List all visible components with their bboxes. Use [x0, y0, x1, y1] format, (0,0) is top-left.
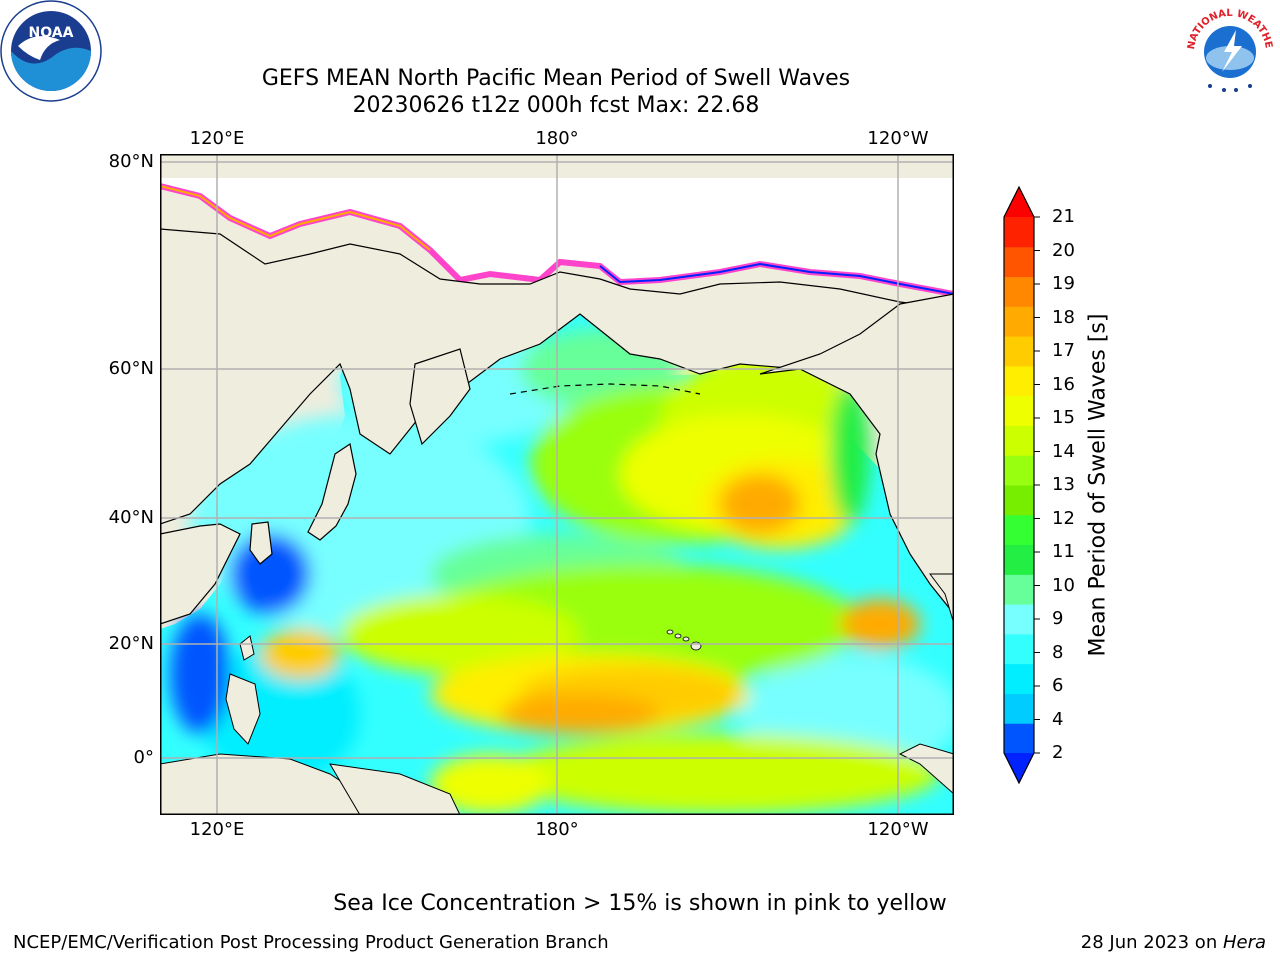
colorbar-label: Mean Period of Swell Waves [s] — [1085, 313, 1111, 657]
footer-credit: NCEP/EMC/Verification Post Processing Pr… — [13, 932, 609, 953]
colorbar-tick-label: 18 — [1052, 306, 1075, 328]
colorbar-segment — [1004, 723, 1034, 754]
colorbar-tick-label: 17 — [1052, 340, 1075, 361]
colorbar-segment — [1004, 306, 1034, 337]
lon-tick-bottom-120w: 120°W — [867, 819, 929, 840]
aleutian-islands — [509, 383, 701, 395]
colorbar-tick-label: 4 — [1052, 708, 1064, 730]
colorbar-tick-label: 14 — [1052, 440, 1075, 462]
colorbar-tick-label: 16 — [1052, 373, 1075, 395]
lon-tick-bottom-180: 180° — [535, 819, 579, 840]
map-frame — [160, 154, 954, 815]
lon-tick-bottom-120e: 120°E — [189, 819, 245, 840]
colorbar-tick-label: 6 — [1052, 675, 1064, 696]
colorbar-tick-label: 21 — [1052, 206, 1075, 227]
lat-tick-0: 0° — [133, 747, 154, 768]
footer-date: 28 Jun 2023 on Hera — [1081, 932, 1266, 953]
colorbar-tick-label: 15 — [1052, 407, 1075, 428]
colorbar-segment — [1004, 455, 1034, 486]
map-title: GEFS MEAN North Pacific Mean Period of S… — [261, 66, 851, 91]
colorbar-segment — [1004, 217, 1034, 248]
graticule — [160, 154, 954, 815]
lat-tick-40n: 40°N — [108, 507, 154, 528]
colorbar-tick-label: 9 — [1052, 608, 1064, 629]
colorbar-segment — [1004, 544, 1034, 575]
colorbar-tick-label: 11 — [1052, 541, 1075, 562]
noaa-logo-text: NOAA — [29, 25, 74, 41]
sea-ice-note: Sea Ice Concentration > 15% is shown in … — [333, 891, 947, 916]
colorbar-segment — [1004, 633, 1034, 665]
colorbar-segment — [1004, 663, 1034, 694]
colorbar-segment — [1004, 246, 1034, 278]
footer-host: Hera — [1222, 932, 1266, 953]
colorbar-segment — [1004, 574, 1034, 605]
colorbar-segment — [1004, 514, 1034, 546]
nws-logo: NATIONAL WEATHER SERVICE — [1180, 0, 1278, 98]
noaa-logo: NOAA — [0, 0, 102, 102]
map-subtitle: 20230626 t12z 000h fcst Max: 22.68 — [352, 93, 760, 118]
colorbar-tick-label: 20 — [1052, 239, 1075, 261]
colorbar-tick-label: 2 — [1052, 742, 1064, 763]
colorbar — [1003, 185, 1040, 785]
colorbar-over-arrow — [1004, 187, 1034, 217]
colorbar-tick-label: 19 — [1052, 273, 1075, 294]
lon-tick-top-180: 180° — [535, 128, 579, 149]
china-land — [160, 523, 241, 625]
japan-land — [307, 443, 357, 541]
colorbar-under-arrow — [1004, 753, 1034, 783]
colorbar-segment — [1004, 604, 1034, 635]
colorbar-segment — [1004, 693, 1034, 724]
colorbar-segment — [1004, 336, 1034, 367]
lon-tick-top-120e: 120°E — [189, 128, 245, 149]
colorbar-segment — [1004, 365, 1034, 397]
lat-tick-60n: 60°N — [108, 358, 154, 379]
colorbar-tick-label: 13 — [1052, 474, 1075, 495]
korea-land — [249, 521, 273, 565]
asia-alaska-land — [160, 228, 954, 525]
north-america-land — [759, 293, 954, 615]
colorbar-segment — [1004, 425, 1034, 456]
swell-period-map — [160, 154, 954, 815]
colorbar-segment — [1004, 485, 1034, 516]
colorbar-tick-label: 10 — [1052, 574, 1075, 596]
colorbar-tick-label: 12 — [1052, 507, 1075, 529]
kamchatka-land — [409, 348, 471, 446]
lat-tick-20n: 20°N — [108, 633, 154, 654]
colorbar-segment — [1004, 395, 1034, 426]
lat-tick-80n: 80°N — [108, 151, 154, 172]
colorbar-tick-label: 8 — [1052, 641, 1064, 663]
colorbar-segment — [1004, 276, 1034, 307]
lon-tick-top-120w: 120°W — [867, 128, 929, 149]
footer-date-text: 28 Jun 2023 on — [1080, 932, 1223, 953]
